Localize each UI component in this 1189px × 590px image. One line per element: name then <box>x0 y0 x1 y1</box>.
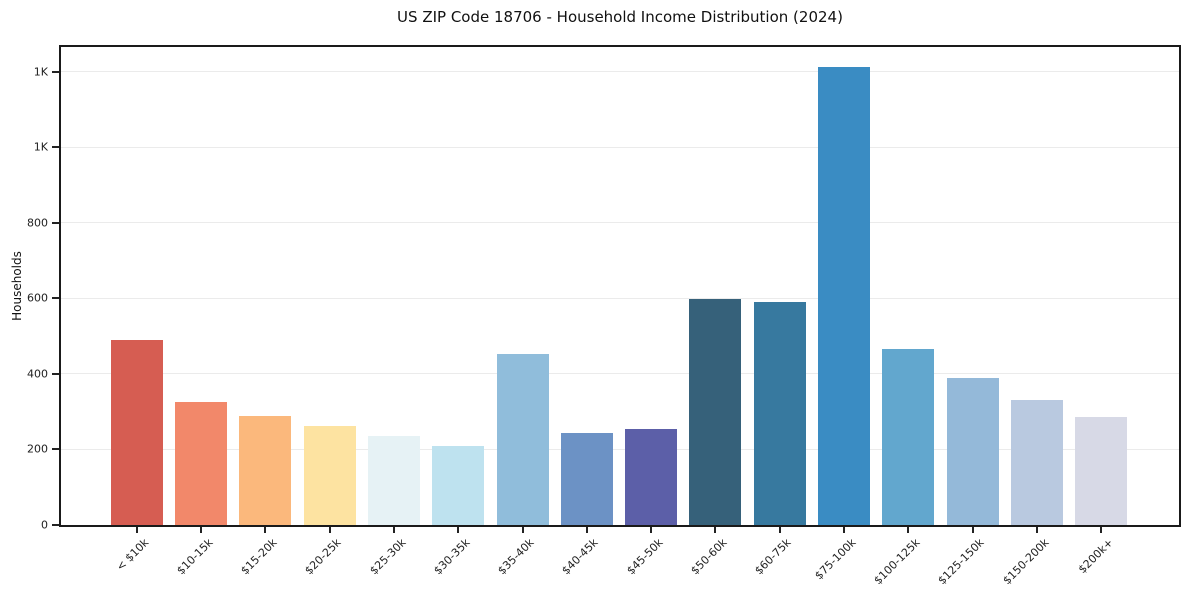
x-tick-label: $50-60k <box>688 536 730 578</box>
y-tick-label: 600 <box>27 291 48 305</box>
bar-4 <box>367 436 420 525</box>
y-tick-mark <box>52 448 59 451</box>
x-tick-label: $20-25k <box>302 536 344 578</box>
x-tick-mark <box>907 527 910 533</box>
bar-3 <box>303 426 356 525</box>
y-tick-label: 800 <box>27 216 48 230</box>
y-axis-label: Households <box>10 251 25 321</box>
x-tick-mark <box>328 527 331 533</box>
bar-0 <box>110 340 163 525</box>
gridline <box>61 222 1179 224</box>
gridline <box>61 373 1179 375</box>
y-tick-label: 1K <box>33 65 48 79</box>
x-tick-mark <box>521 527 524 533</box>
y-tick-label: 200 <box>27 442 48 456</box>
y-tick-mark <box>52 221 59 224</box>
x-tick-mark <box>585 527 588 533</box>
x-tick-mark <box>392 527 395 533</box>
bar-2 <box>239 415 292 525</box>
x-tick-mark <box>457 527 460 533</box>
bar-7 <box>560 432 613 525</box>
x-tick-label: $15-20k <box>238 536 280 578</box>
x-tick-mark <box>778 527 781 533</box>
x-tick-label: $200k+ <box>1075 536 1116 577</box>
x-tick-label: $10-15k <box>173 536 216 578</box>
x-tick-label: $25-30k <box>366 536 409 578</box>
y-tick-mark <box>52 146 59 149</box>
x-tick-label: < $10k <box>113 536 151 574</box>
bar-10 <box>753 302 806 525</box>
x-tick-label: $100-125k <box>871 536 923 588</box>
bar-12 <box>882 349 935 525</box>
y-tick-mark <box>52 70 59 73</box>
x-tick-mark <box>971 527 974 533</box>
x-tick-mark <box>1100 527 1103 533</box>
x-tick-label: $40-45k <box>559 536 602 578</box>
bar-14 <box>1010 400 1063 525</box>
x-tick-mark <box>135 527 138 533</box>
x-tick-mark <box>843 527 845 533</box>
bar-8 <box>625 429 678 525</box>
gridline <box>61 297 1179 299</box>
y-tick-mark <box>52 297 59 300</box>
x-tick-label: $150-200k <box>999 536 1052 588</box>
bar-13 <box>946 377 999 525</box>
bar-6 <box>496 354 549 525</box>
gridline <box>61 71 1179 73</box>
y-tick-label: 0 <box>41 518 48 532</box>
y-tick-label: 1K <box>33 140 48 154</box>
x-tick-label: $30-35k <box>431 536 473 578</box>
gridline <box>61 146 1179 148</box>
bar-5 <box>432 446 485 525</box>
y-tick-mark <box>52 524 59 526</box>
plot-area <box>59 45 1181 527</box>
x-tick-mark <box>200 527 202 533</box>
y-tick-label: 400 <box>27 367 48 381</box>
bar-1 <box>175 401 227 525</box>
x-tick-label: $75-100k <box>811 536 859 583</box>
x-tick-label: $125-150k <box>935 536 987 588</box>
x-tick-mark <box>714 527 717 533</box>
bar-11 <box>818 67 870 525</box>
y-tick-mark <box>52 372 59 375</box>
x-tick-label: $45-50k <box>624 536 666 578</box>
x-tick-label: $60-75k <box>752 536 794 578</box>
x-tick-mark <box>1035 527 1038 533</box>
chart-title: US ZIP Code 18706 - Household Income Dis… <box>397 8 843 26</box>
bar-9 <box>689 299 742 525</box>
gridline <box>61 449 1179 450</box>
x-tick-mark <box>264 527 267 533</box>
x-tick-label: $35-40k <box>495 536 537 578</box>
bar-15 <box>1075 417 1128 525</box>
x-tick-mark <box>650 527 653 533</box>
